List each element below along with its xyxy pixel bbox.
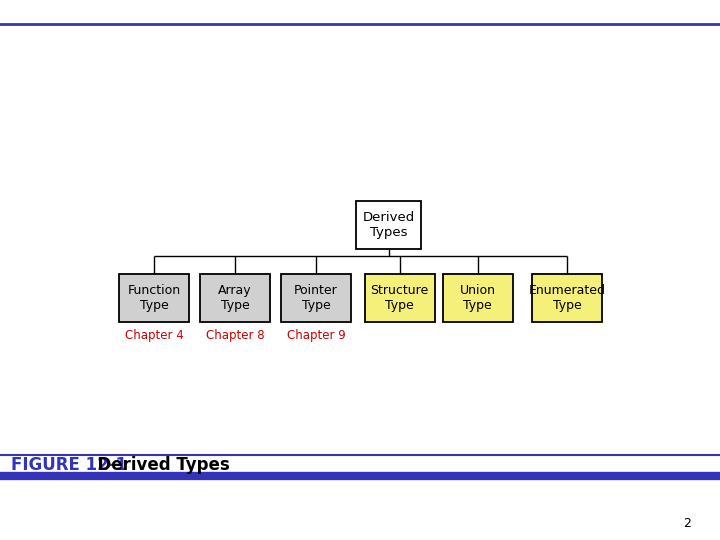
Text: Function
Type: Function Type — [127, 284, 181, 312]
Text: Derived Types: Derived Types — [86, 456, 230, 475]
Text: Pointer
Type: Pointer Type — [294, 284, 338, 312]
FancyBboxPatch shape — [365, 274, 435, 321]
FancyBboxPatch shape — [200, 274, 270, 321]
FancyBboxPatch shape — [532, 274, 602, 321]
Text: Union
Type: Union Type — [460, 284, 496, 312]
FancyBboxPatch shape — [356, 201, 420, 249]
Text: Derived
Types: Derived Types — [362, 211, 415, 239]
Text: 2: 2 — [683, 517, 691, 530]
Text: Chapter 8: Chapter 8 — [206, 329, 264, 342]
Text: Chapter 9: Chapter 9 — [287, 329, 346, 342]
FancyBboxPatch shape — [120, 274, 189, 321]
Text: Array
Type: Array Type — [218, 284, 252, 312]
Text: Structure
Type: Structure Type — [371, 284, 429, 312]
Text: Enumerated
Type: Enumerated Type — [528, 284, 606, 312]
Text: FIGURE 12-1: FIGURE 12-1 — [11, 456, 127, 475]
Text: Chapter 4: Chapter 4 — [125, 329, 184, 342]
FancyBboxPatch shape — [443, 274, 513, 321]
FancyBboxPatch shape — [281, 274, 351, 321]
